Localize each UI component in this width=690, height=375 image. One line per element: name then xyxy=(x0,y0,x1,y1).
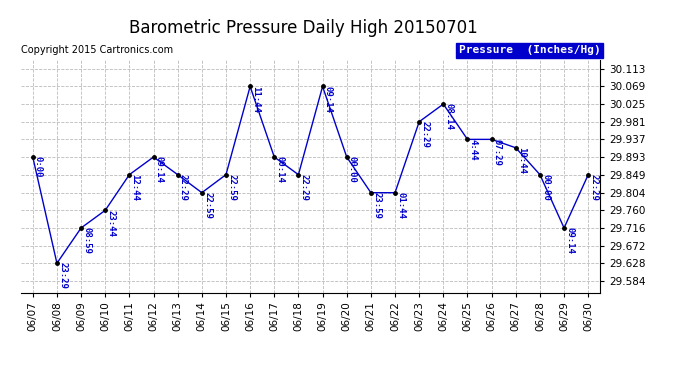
Text: 00:00: 00:00 xyxy=(541,174,550,201)
Text: 12:44: 12:44 xyxy=(130,174,139,201)
Text: Copyright 2015 Cartronics.com: Copyright 2015 Cartronics.com xyxy=(21,45,172,56)
Text: 0:00: 0:00 xyxy=(34,156,43,178)
Text: Pressure  (Inches/Hg): Pressure (Inches/Hg) xyxy=(459,45,600,56)
Text: 23:29: 23:29 xyxy=(58,262,67,289)
Text: 22:29: 22:29 xyxy=(589,174,598,201)
Text: 23:44: 23:44 xyxy=(106,210,115,236)
Text: 22:59: 22:59 xyxy=(203,192,212,219)
Text: 22:29: 22:29 xyxy=(299,174,308,201)
Text: 07:29: 07:29 xyxy=(493,139,502,165)
Text: 08:14: 08:14 xyxy=(444,103,453,130)
Text: 23:59: 23:59 xyxy=(372,192,381,219)
Text: 10:44: 10:44 xyxy=(517,147,526,174)
Text: 08:59: 08:59 xyxy=(82,227,91,254)
Text: 22:59: 22:59 xyxy=(227,174,236,201)
Text: 09:14: 09:14 xyxy=(324,86,333,112)
Text: 00:14: 00:14 xyxy=(275,156,284,183)
Text: 09:14: 09:14 xyxy=(155,156,164,183)
Text: 4:44: 4:44 xyxy=(469,139,477,160)
Text: Barometric Pressure Daily High 20150701: Barometric Pressure Daily High 20150701 xyxy=(129,19,478,37)
Text: 22:29: 22:29 xyxy=(179,174,188,201)
Text: 11:44: 11:44 xyxy=(251,86,260,112)
Text: 09:14: 09:14 xyxy=(565,227,574,254)
Text: 00:00: 00:00 xyxy=(348,156,357,183)
Text: 22:29: 22:29 xyxy=(420,121,429,148)
Text: 01:44: 01:44 xyxy=(396,192,405,219)
